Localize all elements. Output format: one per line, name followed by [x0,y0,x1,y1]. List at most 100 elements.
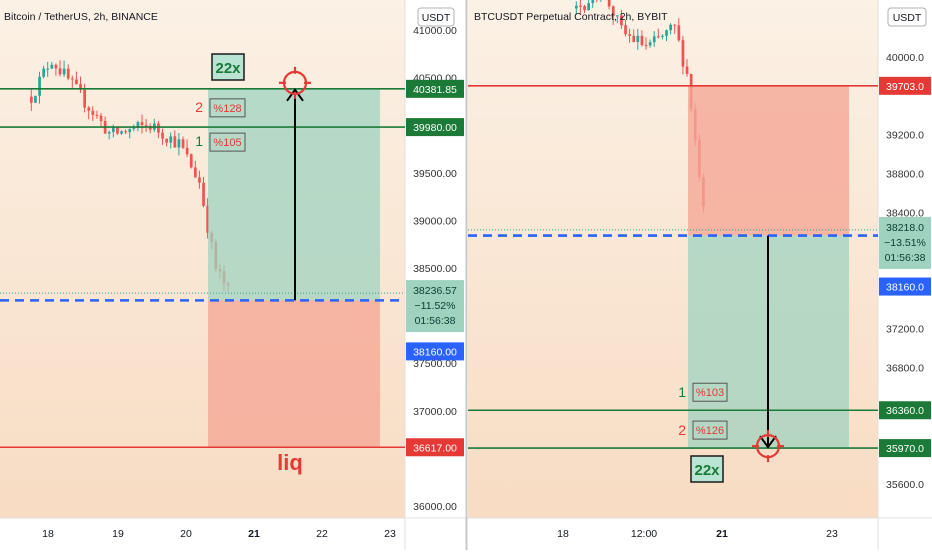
left-candle-body [62,68,66,75]
right-price-tick: 38400.0 [886,207,924,219]
left-candle-body [181,139,185,148]
left-candle-body [75,79,78,85]
right-price-tick: 36800.0 [886,363,924,375]
left-candle-body [46,68,50,70]
right-target-pct-box: %126 [692,420,728,440]
right-candle-body [673,24,677,26]
right-currency-label: USDT [893,12,922,24]
left-target-icon [279,66,311,99]
right-target-pct-border [692,382,728,402]
right-candle-body [669,24,672,31]
right-candle-body [677,25,681,41]
right-target-number: 2 [678,422,686,438]
right-candle-body [628,34,631,36]
right-target-number: 1 [678,384,686,400]
right-time-tick: 18 [557,528,569,540]
right-candle-body [648,42,652,46]
right-tp2-price-label-text: 35970.0 [886,443,924,455]
left-candle-body [128,128,132,133]
left-candle-body [165,138,168,143]
left-entry-price-label-text: 38160.00 [413,346,457,358]
left-liq-price-label-bg [406,438,464,457]
left-target-pct-box: %105 [209,132,246,152]
left-liq-price-label-text: 36617.00 [413,442,457,454]
right-candle-body [685,66,689,74]
right-target-icon [752,430,784,463]
right-candle-body [611,6,615,17]
left-candle-body [206,205,209,233]
left-candle-body [30,96,33,103]
right-candle-body [620,15,623,26]
right-symbol-title: BTCUSDT Perpetual Contract, 2h, BYBIT [474,11,668,23]
left-last-price-block: 38236.57 −11.52% 01:56:38 [406,280,464,333]
right-candle-body [575,5,578,9]
left-leverage-badge: 22x [211,53,245,81]
left-candle-body [173,136,177,148]
left-price-tick: 37500.00 [413,358,457,370]
left-candle-body [157,123,160,133]
right-time-tick: 23 [826,528,838,540]
left-candle-body [140,122,144,126]
left-price-tick: 41000.00 [413,25,457,37]
right-tp1-price-label-bg [879,401,931,420]
left-target-pct-text: %128 [213,103,241,115]
left-currency-button[interactable]: USDT [417,7,455,27]
left-candle-body [54,64,58,69]
left-candle-body [112,127,115,133]
left-leverage-bg [211,53,245,81]
left-candle-body [50,64,54,69]
right-target-pct-text: %103 [696,387,724,399]
left-time-tick: 20 [180,528,192,540]
left-candle-body [136,122,140,128]
left-candle-body [38,76,41,96]
right-target-arrowhead [759,435,777,449]
right-price-tick: 37200.0 [886,324,924,336]
left-candle-body [177,139,181,148]
left-tp2-price-label: 40381.85 [406,79,464,98]
left-candle-body [189,154,193,168]
left-candle-body [79,84,82,90]
right-candle-body [636,35,640,43]
right-target-pct-box: %103 [692,382,728,402]
left-tp1-price-label: 39980.00 [406,118,464,137]
right-last-price-bg [879,216,931,269]
right-price-tick: 40000.0 [886,52,924,64]
right-last-price-value: 38218.0 [886,222,924,234]
left-candle-body [42,68,45,77]
right-time-tick: 12:00 [631,528,657,540]
left-tp1-price-label-bg [406,118,464,137]
left-candle-body [144,125,148,127]
left-candles [30,60,230,292]
left-candle-body [116,127,119,134]
right-candle-body [583,6,586,11]
right-candle-body [640,35,644,46]
left-entry-price-label: 38160.00 [406,342,464,361]
left-tp1-price-label-text: 39980.00 [413,122,457,134]
left-candle-body [91,110,95,115]
right-target-pct-text: %126 [696,425,724,437]
left-last-price-bg [406,280,464,333]
right-price-tick: 35600.0 [886,479,924,491]
right-price-tick: 38800.0 [886,168,924,180]
left-candle-body [83,89,86,108]
left-candle-body [161,132,164,139]
left-candle-body [202,182,205,206]
right-price-tick: 39200.0 [886,130,924,142]
left-leverage-text: 22x [215,60,241,77]
right-target-pct-border [692,420,728,440]
left-time-tick: 23 [384,528,396,540]
left-target-pct-text: %105 [213,137,241,149]
left-target-pct-border [209,98,246,118]
right-last-price-countdown: 01:56:38 [885,252,926,264]
left-candle-body [194,167,197,178]
right-chart-pane: 40000.0 39200.0 38800.0 38400.0 37200.0 36800… [468,0,931,540]
left-candle-body [169,136,173,143]
right-currency-button[interactable]: USDT [887,7,927,27]
right-candle-body [652,36,656,43]
left-candle-body [99,115,103,122]
left-candle-body [66,68,70,79]
left-candle-body [120,131,123,134]
right-candle-body [681,40,685,67]
